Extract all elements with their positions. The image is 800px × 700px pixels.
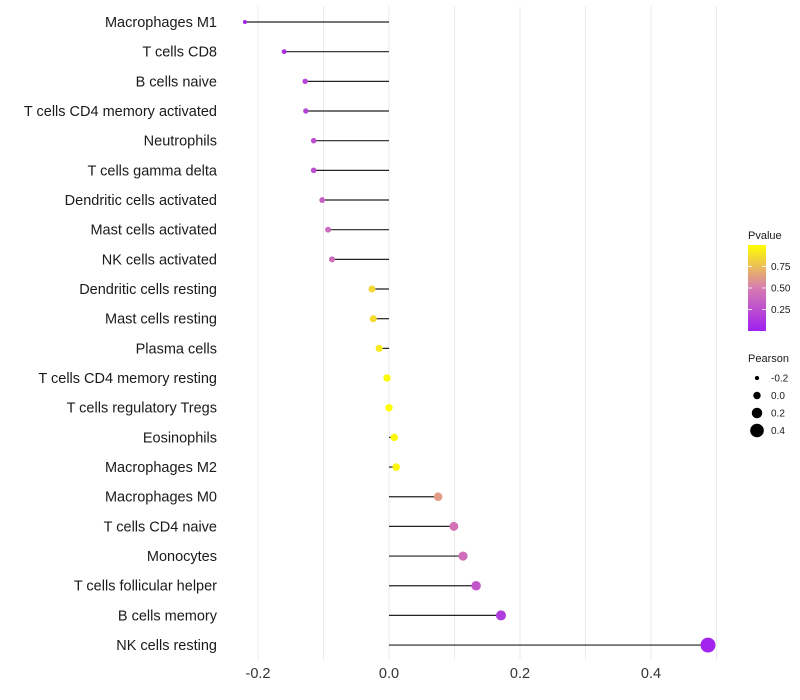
category-label: NK cells activated <box>102 252 217 268</box>
category-label: T cells CD4 naive <box>104 519 217 535</box>
category-label: T cells CD8 <box>142 45 217 61</box>
color-legend-title: Pvalue <box>748 230 782 242</box>
lollipop-point <box>390 433 399 442</box>
x-tick-label: 0.0 <box>379 666 399 682</box>
lollipop-point <box>302 78 308 85</box>
lollipop-point <box>368 285 376 293</box>
category-label: B cells memory <box>118 608 218 624</box>
size-legend-point <box>750 423 764 438</box>
x-tick-label: 0.2 <box>510 666 530 682</box>
category-label: Macrophages M2 <box>105 460 217 476</box>
category-label: NK cells resting <box>116 638 217 654</box>
size-legend-label: -0.2 <box>771 374 789 385</box>
category-label: T cells CD4 memory resting <box>38 371 217 387</box>
category-label: Macrophages M1 <box>105 15 217 31</box>
lollipop-point <box>383 374 391 382</box>
category-label: Macrophages M0 <box>105 490 217 506</box>
color-legend-bar <box>748 245 766 331</box>
lollipop-point <box>242 20 247 24</box>
size-legend-label: 0.4 <box>771 426 785 437</box>
color-legend-label: 0.75 <box>771 262 791 273</box>
lollipop-point <box>458 551 468 561</box>
category-label: Dendritic cells resting <box>79 282 217 298</box>
category-label: B cells naive <box>136 74 217 90</box>
lollipop-point <box>369 315 377 323</box>
x-tick-label: 0.4 <box>641 666 661 682</box>
size-legend-label: 0.2 <box>771 409 785 420</box>
lollipop-point <box>700 637 716 653</box>
lollipop-point <box>325 226 332 233</box>
lollipop-point <box>433 492 443 502</box>
size-legend-point <box>751 407 763 419</box>
lollipop-point <box>449 521 459 531</box>
size-legend-point <box>753 391 761 400</box>
category-label: Eosinophils <box>143 430 217 446</box>
category-label: Neutrophils <box>144 134 217 150</box>
category-label: Dendritic cells activated <box>65 193 217 209</box>
category-label: Mast cells resting <box>105 312 217 328</box>
size-legend-title: Pearson <box>748 353 789 365</box>
category-label: T cells regulatory Tregs <box>67 401 217 417</box>
x-tick-label: -0.2 <box>246 666 271 682</box>
color-legend-label: 0.25 <box>771 305 791 316</box>
lollipop-point <box>385 404 393 412</box>
size-legend-point <box>754 375 760 381</box>
category-label: Monocytes <box>147 549 217 565</box>
lollipop-point <box>392 463 400 471</box>
lollipop-point <box>303 108 309 114</box>
lollipop-point <box>471 580 481 591</box>
category-label: Mast cells activated <box>90 223 217 239</box>
size-legend-label: 0.0 <box>771 391 785 402</box>
category-label: T cells CD4 memory activated <box>24 104 217 120</box>
category-label: Plasma cells <box>136 341 217 357</box>
lollipop-point <box>281 49 287 55</box>
lollipop-point <box>495 610 507 621</box>
lollipop-point <box>375 344 383 352</box>
category-label: T cells follicular helper <box>74 579 217 595</box>
lollipop-point <box>310 167 317 174</box>
color-legend-label: 0.50 <box>771 284 791 295</box>
lollipop-point <box>319 197 326 203</box>
lollipop-point <box>310 137 317 144</box>
category-label: T cells gamma delta <box>88 163 218 179</box>
lollipop-point <box>328 256 336 263</box>
